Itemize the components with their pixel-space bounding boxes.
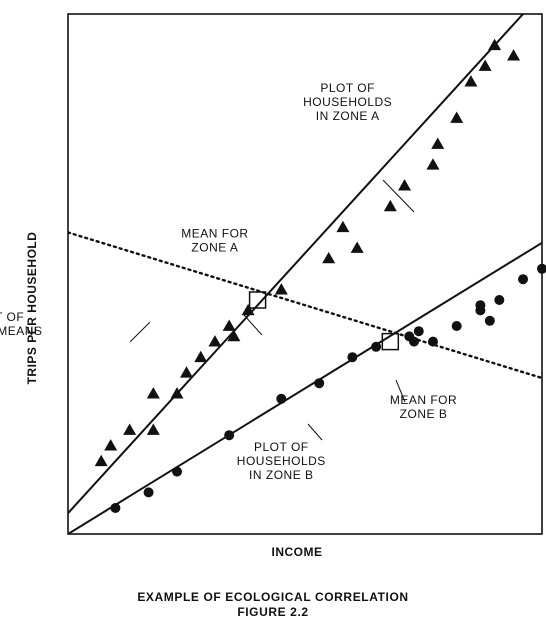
zone-a-point xyxy=(398,179,412,191)
zone-b-point xyxy=(110,503,121,513)
x-axis-label: INCOME xyxy=(272,545,323,559)
zonal-means-label-leader xyxy=(129,321,151,343)
zone-a-point xyxy=(104,439,118,451)
lines-group xyxy=(68,14,542,534)
zone-a-households-label: PLOT OF HOUSEHOLDS IN ZONE A xyxy=(303,81,392,123)
zone-b-point xyxy=(518,274,529,285)
zone-b-point xyxy=(484,315,495,326)
mean-b-label-leader xyxy=(395,379,406,403)
zone-a-point xyxy=(94,454,108,467)
zone-a-point xyxy=(426,158,440,170)
mean-zone-b-label: MEAN FOR ZONE B xyxy=(390,393,457,421)
zone-a-point xyxy=(241,303,255,316)
zone-a-point xyxy=(123,423,137,435)
zone-a-point xyxy=(222,319,236,331)
zone-a-point xyxy=(464,75,478,87)
zone-a-point xyxy=(227,329,241,342)
zone-a-point xyxy=(274,283,288,295)
zone-a-fit-line xyxy=(68,14,525,514)
zone-b-point xyxy=(537,263,546,274)
caption-title: EXAMPLE OF ECOLOGICAL CORRELATION xyxy=(137,590,409,604)
zone-a-point xyxy=(170,387,184,399)
zone-b-point xyxy=(314,378,325,389)
zone-b-households-label: PLOT OF HOUSEHOLDS IN ZONE B xyxy=(237,440,326,482)
zone-b-label-leader xyxy=(307,423,323,441)
zone-a-point xyxy=(507,49,521,61)
zone-a-point xyxy=(431,137,445,149)
zone-a-point xyxy=(146,423,160,435)
zone-a-point xyxy=(450,111,464,123)
mean-zone-b-marker xyxy=(381,332,400,351)
zone-b-point xyxy=(276,393,287,404)
zone-a-point xyxy=(180,366,193,378)
zone-a-point xyxy=(383,199,397,212)
zone-b-point xyxy=(172,466,183,477)
mean-zone-a-marker xyxy=(248,291,267,309)
zone-a-point xyxy=(146,387,160,399)
zone-b-point xyxy=(347,352,358,363)
zone-b-point xyxy=(451,321,462,331)
zone-b-fit-line xyxy=(68,241,542,534)
zonal-means-label: PLOT OFZONAL MEANS xyxy=(0,310,42,338)
zone-b-point xyxy=(413,326,424,337)
zone-b-point xyxy=(224,430,235,441)
zone-a-point xyxy=(208,335,222,347)
zone-a-label-leader xyxy=(382,179,415,213)
plot-frame xyxy=(67,13,543,535)
mean-a-label-leader xyxy=(243,314,263,336)
zone-b-point xyxy=(427,336,438,347)
zone-a-point xyxy=(336,220,350,233)
zone-a-point xyxy=(478,59,492,71)
zone-a-point xyxy=(194,350,208,363)
plot-layer: INCOME TRIPS PER HOUSEHOLD PLOT OF HOUSEHOL… xyxy=(0,13,546,559)
caption-figure-number: FIGURE 2.2 xyxy=(237,605,309,619)
zone-a-point xyxy=(488,38,502,51)
zone-b-point xyxy=(409,336,420,347)
mean-zone-a-label: MEAN FOR ZONE A xyxy=(181,227,248,255)
zone-a-point xyxy=(322,251,336,264)
zone-b-point xyxy=(143,487,154,498)
zone-b-point xyxy=(494,295,505,305)
zone-b-point xyxy=(371,341,382,352)
zone-a-point xyxy=(350,241,364,253)
zonal-means-line xyxy=(68,231,542,380)
y-axis-label: TRIPS PER HOUSEHOLD xyxy=(25,232,39,385)
zone-b-point xyxy=(475,300,486,311)
